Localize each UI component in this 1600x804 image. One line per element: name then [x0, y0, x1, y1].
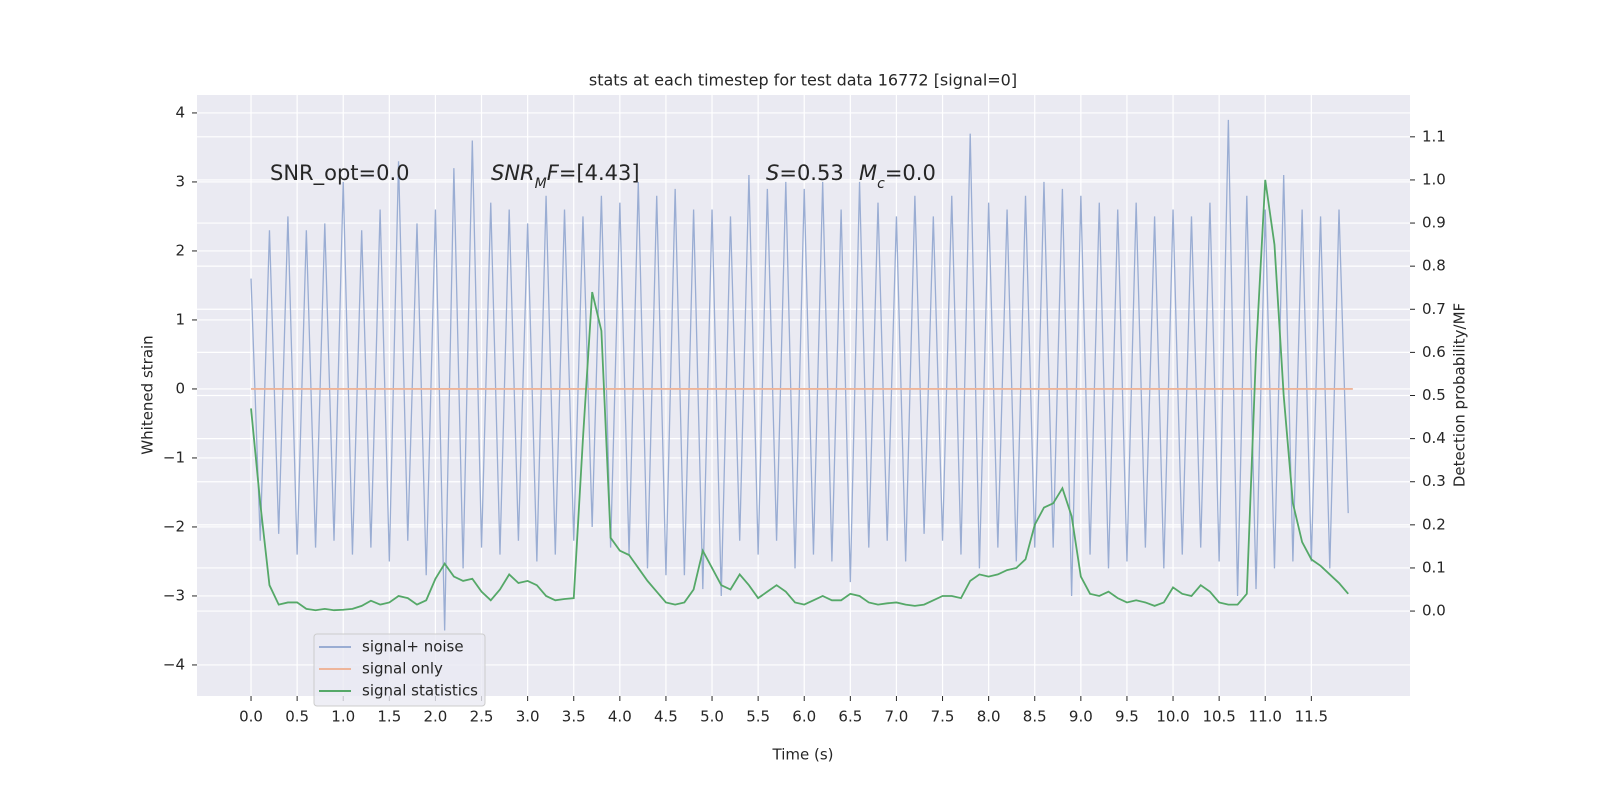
x-tick-label: 1.5 [377, 708, 401, 726]
annotation: S=0.53 [766, 161, 844, 185]
annotation-part: F [547, 161, 560, 185]
annotation: SNR_opt=0.0 [270, 161, 410, 186]
x-tick-label: 6.0 [792, 708, 816, 726]
x-tick-label: 5.0 [700, 708, 724, 726]
legend: signal+ noise signal only signal statistic… [313, 633, 486, 707]
annotation-part: M [535, 176, 547, 192]
annotation-part: M [859, 161, 877, 185]
y-tick-label: −2 [163, 517, 185, 535]
y2-tick-label: 0.3 [1422, 472, 1446, 490]
annotation-part: SNR [491, 161, 535, 185]
legend-box [313, 633, 486, 707]
y2-tick-label: 0.4 [1422, 429, 1446, 447]
y2-tick-label: 0.1 [1422, 558, 1446, 576]
x-tick-label: 0.5 [285, 708, 309, 726]
annotation: SNRMF=[4.43] [491, 161, 640, 192]
y-axis-label: Whitened strain [139, 335, 157, 454]
annotation-part: S [766, 161, 779, 185]
annotation-part: =0.53 [779, 161, 843, 185]
y2-axis-label: Detection probability/MF [1451, 303, 1469, 487]
x-tick-label: 4.5 [654, 708, 678, 726]
series-line [250, 119, 1349, 631]
x-tick-label: 10.5 [1202, 708, 1235, 726]
x-tick-label: 6.5 [838, 708, 862, 726]
legend-label: signal+ noise [362, 638, 464, 656]
x-tick-label: 11.0 [1249, 708, 1282, 726]
x-tick-label: 10.0 [1156, 708, 1189, 726]
y-tick-label: −3 [163, 586, 185, 604]
y-tick-label: 0 [175, 379, 185, 397]
y-tick-label: 4 [175, 103, 185, 121]
x-tick-label: 1.0 [331, 708, 355, 726]
x-axis-label: Time (s) [772, 746, 834, 764]
x-tick-label: 2.5 [470, 708, 494, 726]
annotation-part: =0.0 [885, 161, 936, 185]
x-tick-label: 11.5 [1295, 708, 1328, 726]
x-tick-label: 4.0 [608, 708, 632, 726]
y2-tick-label: 0.0 [1422, 602, 1446, 620]
chart-title: stats at each timestep for test data 167… [589, 71, 1017, 90]
y2-tick-label: 0.7 [1422, 300, 1446, 318]
y-tick-label: 1 [175, 310, 185, 328]
y-tick-label: −4 [163, 655, 185, 673]
y2-tick-label: 0.9 [1422, 214, 1446, 232]
annotation: Mc=0.0 [859, 161, 936, 192]
x-tick-label: 7.0 [885, 708, 909, 726]
x-tick-label: 3.0 [516, 708, 540, 726]
y2-tick-label: 1.1 [1422, 127, 1446, 145]
y2-tick-label: 1.0 [1422, 170, 1446, 188]
x-tick-label: 7.5 [931, 708, 955, 726]
x-tick-label: 2.0 [424, 708, 448, 726]
x-tick-label: 0.0 [239, 708, 263, 726]
y2-tick-label: 0.8 [1422, 257, 1446, 275]
y2-tick-label: 0.6 [1422, 343, 1446, 361]
annotation-part: =[4.43] [559, 161, 640, 185]
y2-tick-label: 0.5 [1422, 386, 1446, 404]
series-line [250, 179, 1349, 612]
x-tick-label: 8.5 [1023, 708, 1047, 726]
y-tick-label: −1 [163, 448, 185, 466]
x-tick-label: 3.5 [562, 708, 586, 726]
legend-label: signal statistics [362, 682, 478, 700]
x-tick-label: 9.0 [1069, 708, 1093, 726]
x-tick-label: 5.5 [746, 708, 770, 726]
annotation-part: SNR_opt=0.0 [270, 161, 410, 186]
y-tick-label: 2 [175, 241, 185, 259]
x-tick-label: 9.5 [1115, 708, 1139, 726]
legend-label: signal only [362, 660, 443, 678]
annotation-part: c [877, 176, 885, 192]
y-tick-label: 3 [175, 172, 185, 190]
y2-tick-label: 0.2 [1422, 515, 1446, 533]
x-tick-label: 8.0 [977, 708, 1001, 726]
